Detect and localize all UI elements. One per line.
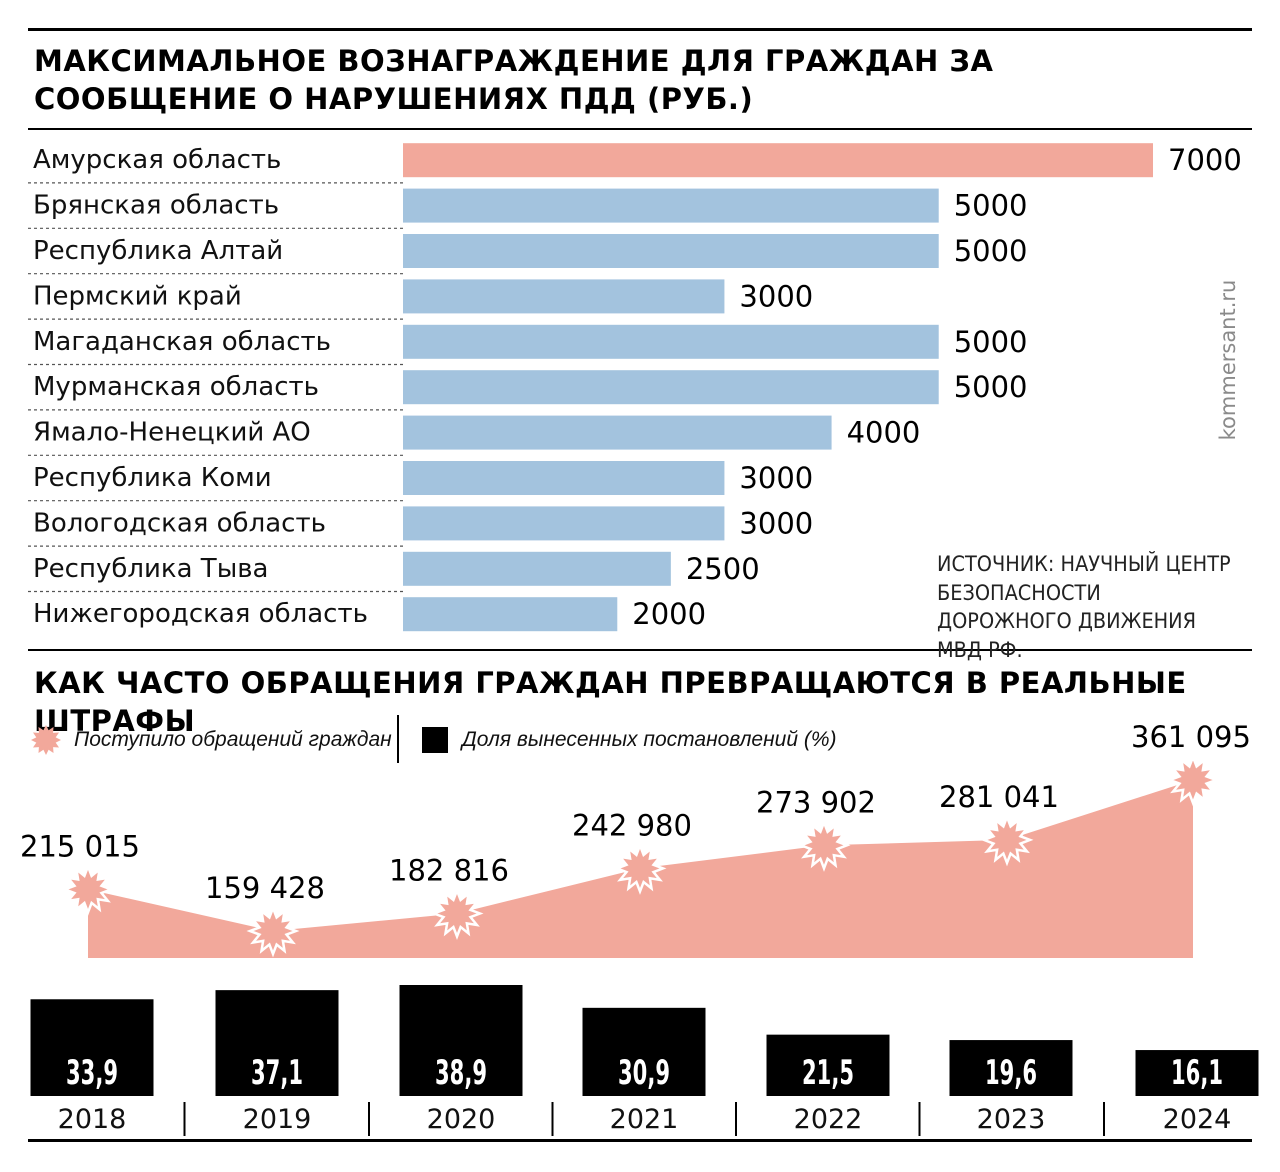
share-label-2023: 19,6 xyxy=(985,1053,1037,1093)
category-label: Магаданская область xyxy=(33,327,331,357)
share-bar-2018 xyxy=(30,999,154,1096)
year-label-2022: 2022 xyxy=(794,1104,863,1135)
value-label: 5000 xyxy=(954,189,1028,223)
category-label: Мурманская область xyxy=(33,372,319,402)
appeals-label-2022: 273 902 xyxy=(756,785,876,819)
section-divider xyxy=(28,649,1252,651)
legend-share-label: Доля вынесенных постановлений (%) xyxy=(462,728,837,751)
year-label-2018: 2018 xyxy=(58,1104,127,1135)
share-bar-2020 xyxy=(399,985,523,1096)
year-label-2020: 2020 xyxy=(427,1104,496,1135)
bar-7 xyxy=(403,461,725,495)
share-label-2021: 30,9 xyxy=(618,1053,670,1093)
starburst-icon xyxy=(31,725,61,755)
bar-6 xyxy=(403,415,832,450)
bar-1 xyxy=(403,188,939,223)
value-label: 5000 xyxy=(954,234,1028,268)
rewards-bar-chart: Амурская область 7000 Брянская область 5000… xyxy=(28,143,1242,632)
appeals-label-2019: 159 428 xyxy=(205,871,325,905)
bar-10 xyxy=(403,597,618,632)
chart2-title: КАК ЧАСТО ОБРАЩЕНИЯ ГРАЖДАН ПРЕВРАЩАЮТСЯ… xyxy=(34,666,1187,738)
appeals-area xyxy=(88,780,1193,958)
chart1-title: МАКСИМАЛЬНОЕ ВОЗНАГРАЖДЕНИЕ ДЛЯ ГРАЖДАН … xyxy=(34,44,994,116)
starburst-point-2018 xyxy=(61,862,115,916)
legend-appeals: Поступило обращений граждан xyxy=(30,720,392,760)
bar-9 xyxy=(403,551,671,586)
legend-share: Доля вынесенных постановлений (%) xyxy=(422,720,837,760)
category-label: Нижегородская область xyxy=(33,599,368,629)
share-bar-2021 xyxy=(582,1007,706,1096)
bar-3 xyxy=(403,279,725,314)
black-square-icon xyxy=(422,727,448,753)
category-label: Республика Коми xyxy=(33,463,272,493)
year-label-2019: 2019 xyxy=(243,1104,312,1135)
value-label: 5000 xyxy=(954,325,1028,359)
starburst-point-2024 xyxy=(1166,753,1220,807)
value-label: 7000 xyxy=(1168,143,1242,177)
share-label-2019: 37,1 xyxy=(251,1053,303,1093)
bottom-rule xyxy=(28,1139,1252,1142)
share-label-2022: 21,5 xyxy=(802,1053,854,1093)
starburst-point-2023 xyxy=(980,813,1034,867)
year-label-2023: 2023 xyxy=(977,1104,1046,1135)
starburst-point-2020 xyxy=(430,886,484,941)
top-rule xyxy=(28,28,1252,31)
value-label: 2500 xyxy=(686,552,760,586)
source-note: ИСТОЧНИК: НАУЧНЫЙ ЦЕНТР БЕЗОПАСНОСТИ ДОР… xyxy=(937,552,1231,662)
starburst-point-2021 xyxy=(613,841,667,895)
value-label: 3000 xyxy=(739,506,813,540)
share-bar-2019 xyxy=(215,990,339,1096)
legend-appeals-label: Поступило обращений граждан xyxy=(74,728,392,751)
starburst-point-2019 xyxy=(246,904,300,958)
value-label: 3000 xyxy=(739,279,813,313)
starburst-point-2022 xyxy=(797,818,851,872)
title-underline xyxy=(28,128,1252,130)
category-label: Республика Алтай xyxy=(33,236,283,266)
bar-0 xyxy=(403,143,1153,178)
legend-separator xyxy=(397,715,399,763)
bar-4 xyxy=(403,324,939,359)
category-label: Брянская область xyxy=(33,191,279,221)
year-label-2021: 2021 xyxy=(610,1104,679,1135)
share-bar-2022 xyxy=(766,1034,890,1096)
category-label: Республика Тыва xyxy=(33,554,268,584)
value-label: 3000 xyxy=(739,461,813,495)
bar-8 xyxy=(403,506,725,541)
year-label-2024: 2024 xyxy=(1163,1104,1232,1135)
share-bar-2023 xyxy=(949,1040,1073,1096)
appeals-label-2021: 242 980 xyxy=(572,808,692,842)
bar-5 xyxy=(403,370,939,405)
category-label: Ямало-Ненецкий АО xyxy=(33,418,311,448)
share-label-2018: 33,9 xyxy=(66,1053,118,1093)
value-label: 2000 xyxy=(632,597,706,631)
appeals-label-2018: 215 015 xyxy=(20,829,140,863)
share-label-2024: 16,1 xyxy=(1171,1053,1223,1093)
watermark: kommersant.ru xyxy=(1216,279,1240,441)
share-label-2020: 38,9 xyxy=(435,1053,487,1093)
value-label: 4000 xyxy=(847,416,921,450)
category-label: Вологодская область xyxy=(33,508,326,538)
category-label: Пермский край xyxy=(33,281,242,311)
appeals-label-2020: 182 816 xyxy=(389,853,509,887)
value-label: 5000 xyxy=(954,370,1028,404)
bar-2 xyxy=(403,234,939,268)
share-bar-2024 xyxy=(1135,1050,1259,1096)
category-label: Амурская область xyxy=(33,145,281,175)
appeals-label-2023: 281 041 xyxy=(939,780,1059,814)
